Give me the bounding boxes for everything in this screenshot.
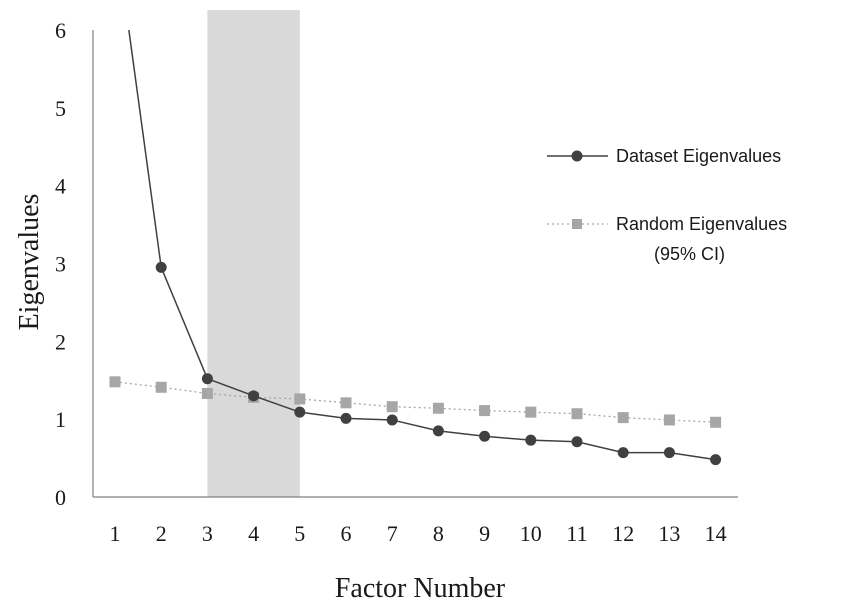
y-tick-label: 1 xyxy=(55,407,66,432)
x-tick-label: 8 xyxy=(433,521,444,546)
random-eigenvalue-point xyxy=(617,412,629,424)
random-eigenvalue-point xyxy=(155,381,167,393)
x-tick-labels: 1 2 3 4 5 6 7 8 9 10 11 12 13 14 xyxy=(110,521,727,546)
dataset-eigenvalue-point xyxy=(248,390,260,402)
x-tick-label: 2 xyxy=(156,521,167,546)
random-eigenvalue-point xyxy=(340,397,352,409)
dataset-eigenvalue-point xyxy=(479,430,491,442)
dataset-eigenvalue-point xyxy=(340,412,352,424)
dataset-eigenvalue-point xyxy=(432,425,444,437)
random-eigenvalue-point xyxy=(386,401,398,413)
y-tick-label: 3 xyxy=(55,252,66,277)
dataset-eigenvalue-point xyxy=(571,436,583,448)
x-tick-label: 5 xyxy=(294,521,305,546)
random-eigenvalues-line xyxy=(114,381,716,423)
x-tick-label: 3 xyxy=(202,521,213,546)
x-axis-title: Factor Number xyxy=(335,573,506,604)
x-tick-label: 11 xyxy=(566,521,587,546)
x-tick-label: 6 xyxy=(341,521,352,546)
legend-random-marker xyxy=(572,219,582,229)
random-eigenvalue-point xyxy=(432,402,444,414)
y-tick-label: 5 xyxy=(55,96,66,121)
x-tick-label: 4 xyxy=(248,521,259,546)
x-tick-label: 1 xyxy=(110,521,121,546)
dataset-eigenvalue-point xyxy=(155,261,167,273)
dataset-eigenvalue-point xyxy=(294,406,306,418)
random-eigenvalue-point xyxy=(294,393,306,405)
legend: Dataset Eigenvalues Random Eigenvalues (… xyxy=(547,146,787,264)
dataset-eigenvalue-point xyxy=(201,373,213,385)
random-eigenvalue-point xyxy=(710,416,722,428)
dataset-eigenvalues-line xyxy=(128,29,716,461)
y-tick-label: 2 xyxy=(55,329,66,354)
x-tick-label: 9 xyxy=(479,521,490,546)
random-eigenvalue-point xyxy=(663,414,675,426)
legend-dataset-marker xyxy=(571,150,583,162)
dataset-eigenvalue-point xyxy=(617,447,629,459)
y-tick-labels: 0 1 2 3 4 5 6 xyxy=(55,18,66,510)
y-tick-label: 4 xyxy=(55,174,66,199)
y-tick-label: 6 xyxy=(55,18,66,43)
dataset-eigenvalue-point xyxy=(525,434,537,446)
legend-random-label-line2: (95% CI) xyxy=(654,244,725,264)
dataset-eigenvalue-point xyxy=(710,454,722,466)
x-tick-label: 7 xyxy=(387,521,398,546)
random-eigenvalue-point xyxy=(571,408,583,420)
x-tick-label: 10 xyxy=(520,521,542,546)
random-eigenvalue-point xyxy=(479,405,491,417)
legend-dataset-label: Dataset Eigenvalues xyxy=(616,146,781,166)
x-tick-label: 12 xyxy=(612,521,634,546)
series-layer xyxy=(109,29,722,466)
y-axis-title: Eigenvalues xyxy=(14,194,45,331)
legend-random-label-line1: Random Eigenvalues xyxy=(616,214,787,234)
random-eigenvalue-point xyxy=(201,387,213,399)
dataset-eigenvalue-point xyxy=(386,414,398,426)
random-eigenvalue-point xyxy=(109,376,121,388)
x-tick-label: 13 xyxy=(658,521,680,546)
dataset-eigenvalue-point xyxy=(663,447,675,459)
random-eigenvalue-point xyxy=(525,406,537,418)
y-tick-label: 0 xyxy=(55,485,66,510)
highlight-band xyxy=(207,10,300,497)
x-tick-label: 14 xyxy=(705,521,727,546)
